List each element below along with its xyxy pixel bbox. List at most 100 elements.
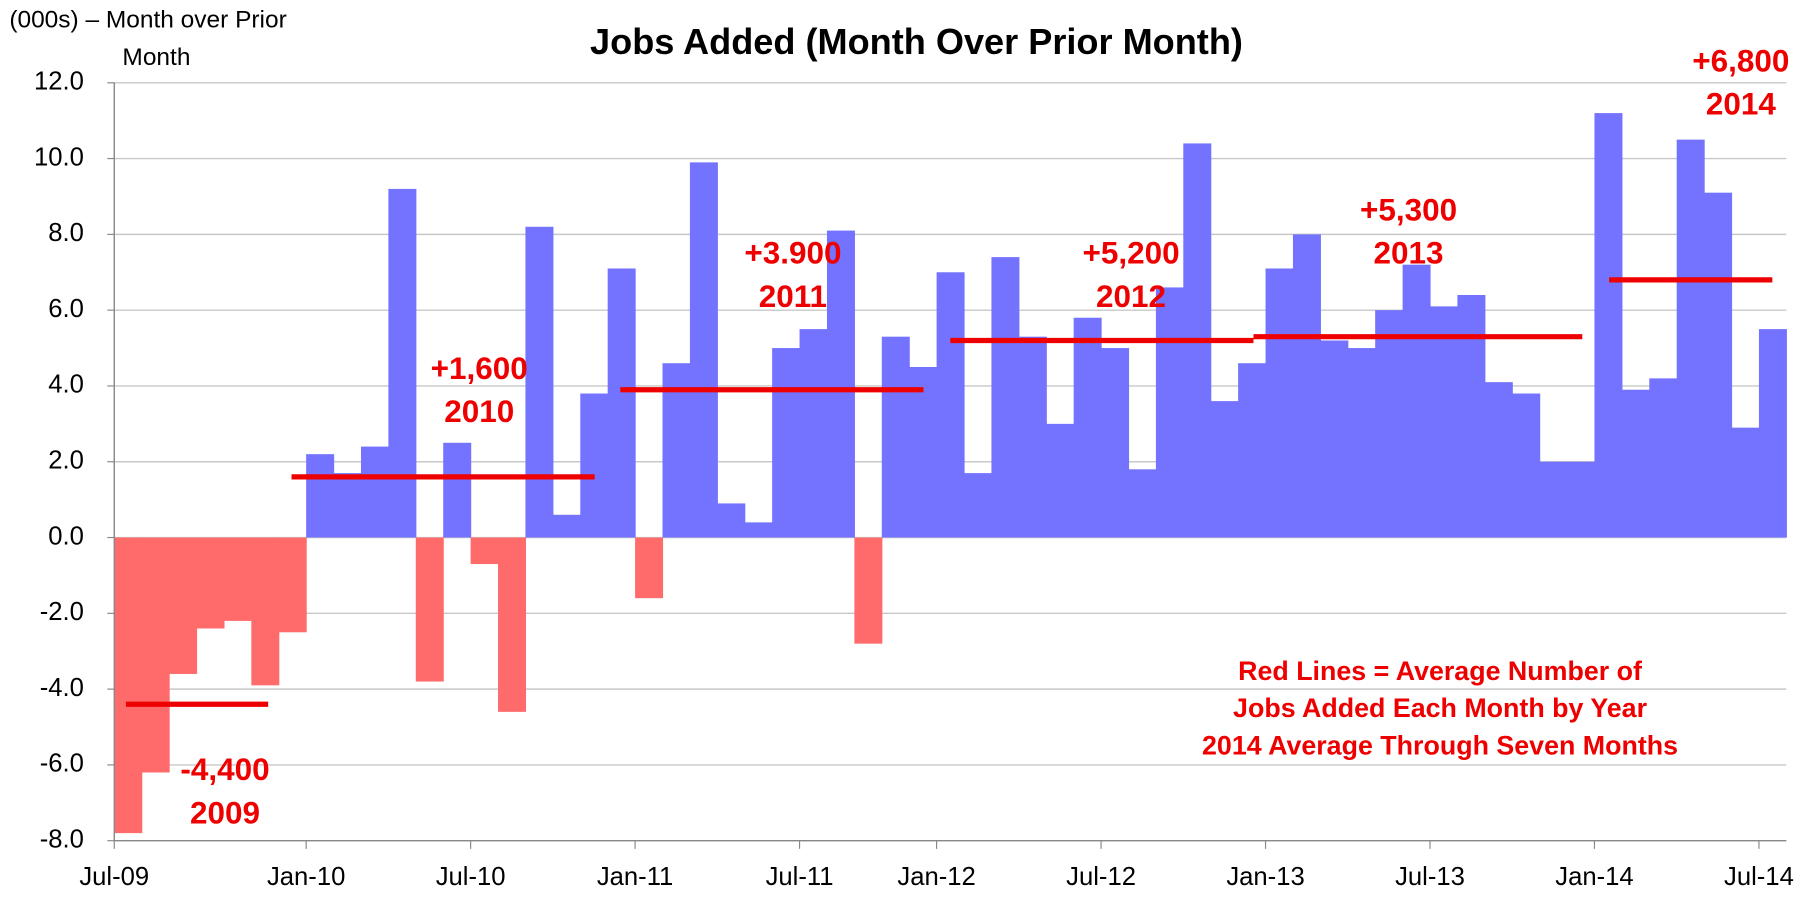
x-tick-label: Jan-12 <box>897 863 975 891</box>
bar <box>1731 427 1760 538</box>
y-tick-label: 8.0 <box>48 219 84 247</box>
y-tick-label: 12.0 <box>34 68 84 96</box>
bar <box>1238 363 1267 538</box>
bar <box>1594 113 1623 538</box>
x-tick-label: Jul-10 <box>436 863 506 891</box>
bar <box>278 537 307 633</box>
bar <box>1320 340 1349 538</box>
bar <box>635 537 664 599</box>
bar <box>607 268 636 538</box>
bar <box>360 446 389 538</box>
bar <box>1101 348 1130 538</box>
bar <box>1265 268 1294 538</box>
average-label: +5,300 <box>1360 193 1457 228</box>
x-tick-label: Jul-12 <box>1066 863 1136 891</box>
note: Jobs Added Each Month by Year <box>1233 693 1648 723</box>
chart-title: Jobs Added (Month Over Prior Month) <box>590 21 1243 62</box>
y-tick-label: -6.0 <box>40 750 84 778</box>
y-tick-label: 4.0 <box>48 371 84 399</box>
bar <box>251 537 280 686</box>
bar <box>1484 382 1513 538</box>
bar <box>1018 336 1047 538</box>
bar <box>1621 389 1650 538</box>
average-year: 2012 <box>1096 279 1166 314</box>
bar <box>306 454 335 538</box>
bar <box>114 537 143 834</box>
bar <box>1676 139 1705 538</box>
bar <box>443 442 472 538</box>
x-tick-label: Jul-11 <box>766 863 834 891</box>
bar <box>1758 329 1787 538</box>
bar <box>689 162 718 538</box>
bar <box>991 257 1020 538</box>
bar <box>525 226 554 538</box>
y-axis-label: Month <box>122 44 190 71</box>
y-tick-label: -4.0 <box>40 674 84 702</box>
bar <box>909 367 938 538</box>
bar <box>1347 348 1376 538</box>
bar <box>744 522 773 538</box>
average-label: +3.900 <box>744 236 841 271</box>
average-year: 2010 <box>444 394 514 429</box>
average-year: 2009 <box>190 795 260 830</box>
bar <box>772 348 801 538</box>
x-tick-label: Jul-13 <box>1395 863 1465 891</box>
bar <box>1155 287 1184 538</box>
bar <box>1292 234 1321 538</box>
average-label: +6,800 <box>1692 43 1789 78</box>
bar <box>1210 401 1239 538</box>
bar <box>1402 264 1431 538</box>
bar <box>223 537 252 621</box>
x-tick-label: Jan-11 <box>597 863 674 891</box>
note: Red Lines = Average Number of <box>1238 656 1642 686</box>
bar <box>580 393 609 538</box>
average-label: +1,600 <box>431 351 528 386</box>
bar <box>415 537 444 682</box>
bar <box>196 537 225 629</box>
bar <box>1567 461 1596 538</box>
x-tick-label: Jul-14 <box>1724 863 1794 891</box>
x-tick-label: Jan-14 <box>1555 863 1633 891</box>
bar <box>1073 317 1102 538</box>
y-tick-label: 0.0 <box>48 522 84 550</box>
bar <box>799 329 828 538</box>
bar <box>1375 310 1404 538</box>
average-year: 2014 <box>1706 86 1777 121</box>
bar <box>552 514 581 538</box>
bar <box>826 230 855 538</box>
bar <box>964 473 993 538</box>
bar <box>1430 306 1458 538</box>
bar <box>141 537 170 773</box>
note: 2014 Average Through Seven Months <box>1202 730 1678 760</box>
bar <box>470 537 499 565</box>
y-tick-label: 2.0 <box>48 447 84 475</box>
bar <box>717 503 746 538</box>
bar <box>1457 295 1486 538</box>
y-axis-label: (000s) – Month over Prior <box>9 6 286 33</box>
average-label: +5,200 <box>1082 236 1179 271</box>
average-year: 2011 <box>759 279 827 314</box>
bar <box>388 188 417 538</box>
bar <box>936 272 965 538</box>
x-tick-label: Jul-09 <box>79 863 149 891</box>
y-tick-label: -8.0 <box>40 825 84 853</box>
average-label: -4,400 <box>180 752 269 787</box>
bar <box>1512 393 1541 538</box>
bar <box>1539 461 1568 538</box>
bar <box>1128 469 1157 538</box>
bar <box>1046 423 1075 538</box>
bar <box>498 537 527 712</box>
bar <box>169 537 198 674</box>
y-tick-label: 10.0 <box>34 143 84 171</box>
average-year: 2013 <box>1374 236 1444 271</box>
x-tick-label: Jan-10 <box>267 863 345 891</box>
bar <box>1704 192 1733 538</box>
bar <box>854 537 883 644</box>
bar <box>881 336 910 538</box>
bar <box>1649 378 1678 538</box>
x-tick-label: Jan-13 <box>1226 863 1304 891</box>
bar <box>333 473 362 538</box>
y-tick-label: 6.0 <box>48 295 84 323</box>
y-tick-label: -2.0 <box>40 598 84 626</box>
